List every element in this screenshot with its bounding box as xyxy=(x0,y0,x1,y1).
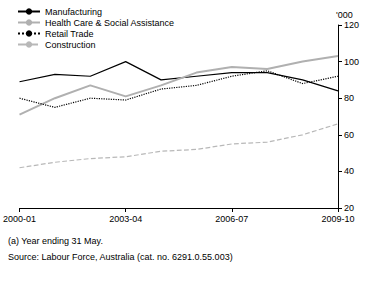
svg-text:(a) Year ending 31 May.: (a) Year ending 31 May. xyxy=(8,236,103,246)
svg-text:20: 20 xyxy=(344,203,354,213)
svg-text:2000-01: 2000-01 xyxy=(3,214,36,224)
svg-text:60: 60 xyxy=(344,130,354,140)
svg-text:80: 80 xyxy=(344,93,354,103)
svg-text:Health Care & Social Assistanc: Health Care & Social Assistance xyxy=(45,18,174,28)
svg-text:Retail Trade: Retail Trade xyxy=(45,29,94,39)
svg-text:Construction: Construction xyxy=(45,40,96,50)
svg-text:2003-04: 2003-04 xyxy=(109,214,142,224)
svg-text:2009-10: 2009-10 xyxy=(321,214,354,224)
svg-text:2006-07: 2006-07 xyxy=(215,214,248,224)
svg-text:Manufacturing: Manufacturing xyxy=(45,7,102,17)
svg-text:100: 100 xyxy=(344,57,359,67)
svg-text:40: 40 xyxy=(344,166,354,176)
svg-text:Source: Labour Force, Australi: Source: Labour Force, Australia (cat. no… xyxy=(8,252,233,262)
svg-text:'000: '000 xyxy=(336,10,353,20)
svg-text:120: 120 xyxy=(344,20,359,30)
